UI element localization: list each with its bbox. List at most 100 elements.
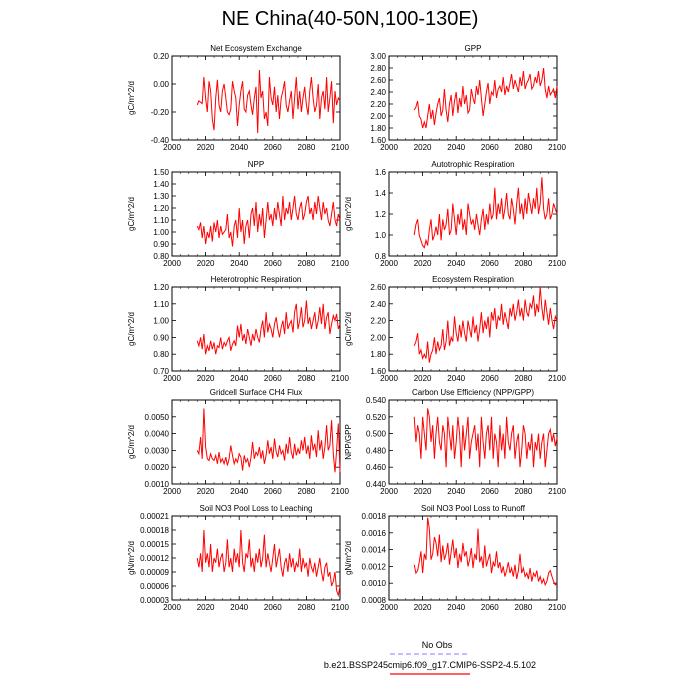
y-tick-label: 0.480 (366, 446, 387, 455)
y-tick-label: 0.00006 (140, 582, 169, 591)
plot-frame (171, 399, 341, 485)
x-tick-label: 2000 (163, 374, 181, 383)
x-tick-label: 2000 (163, 143, 181, 152)
series-line (413, 177, 558, 249)
x-tick-label: 2060 (481, 259, 499, 268)
x-tick-label: 2100 (331, 374, 349, 383)
y-tick-label: 0.0010 (362, 579, 387, 588)
y-axis-label: gN/m^2/d (344, 541, 353, 575)
y-tick-label: 0.0012 (362, 562, 387, 571)
x-tick-label: 2020 (414, 143, 432, 152)
x-tick-label: 2000 (380, 143, 398, 152)
x-tick-label: 2040 (230, 603, 248, 612)
x-tick-label: 2000 (163, 603, 181, 612)
y-tick-label: 0.00015 (140, 540, 169, 549)
y-tick-label: 0.540 (366, 396, 387, 405)
y-tick-label: 2.40 (370, 300, 386, 309)
y-tick-label: 0.0040 (145, 430, 170, 439)
y-tick-label: 2.60 (370, 283, 386, 292)
y-tick-label: 2.00 (370, 112, 386, 121)
y-tick-label: 0.0016 (362, 529, 387, 538)
y-tick-label: 1.0 (375, 231, 387, 240)
y-tick-label: 1.00 (153, 228, 169, 237)
panel-title: Heterotrophic Respiration (211, 275, 302, 284)
y-tick-label: 3.00 (370, 52, 386, 61)
y-tick-label: 1.50 (153, 168, 169, 177)
panel-title: Ecosystem Respiration (432, 275, 514, 284)
x-tick-label: 2040 (230, 143, 248, 152)
x-tick-label: 2000 (163, 259, 181, 268)
panel-title: NPP (248, 160, 264, 169)
legend-label-model: b.e21.BSSP245cmip6.f09_g17.CMIP6-SSP2-4.… (324, 660, 536, 670)
x-tick-label: 2080 (298, 259, 316, 268)
x-tick-label: 2020 (197, 603, 215, 612)
panel-title: Soil NO3 Pool Loss to Leaching (200, 504, 313, 513)
series-line (196, 300, 341, 355)
figure-title: NE China(40-50N,100-130E) (221, 8, 479, 30)
y-axis-label: gC/m^2/d (344, 197, 353, 231)
series-line (413, 67, 558, 129)
y-tick-label: 0.0010 (145, 480, 170, 489)
x-tick-label: 2060 (264, 259, 282, 268)
y-axis-label: gC/m^2/d (127, 197, 136, 231)
y-axis-label: gC/m^2/d (127, 425, 136, 459)
y-tick-label: 0.500 (366, 430, 387, 439)
y-tick-label: 1.80 (370, 124, 386, 133)
x-tick-label: 2080 (515, 259, 533, 268)
x-tick-label: 2100 (548, 603, 566, 612)
y-tick-label: 1.40 (153, 180, 169, 189)
y-tick-label: 2.40 (370, 88, 386, 97)
x-tick-label: 2040 (447, 487, 465, 496)
x-tick-label: 2020 (197, 487, 215, 496)
y-axis-label: NPP/GPP (344, 424, 353, 460)
y-tick-label: 0.0008 (362, 596, 387, 605)
x-tick-label: 2020 (414, 603, 432, 612)
y-tick-label: 1.00 (153, 317, 169, 326)
x-tick-label: 2100 (548, 143, 566, 152)
y-tick-label: 0.00009 (140, 568, 169, 577)
y-tick-label: 1.10 (153, 300, 169, 309)
y-tick-label: 2.60 (370, 76, 386, 85)
panel-title: Gridcell Surface CH4 Flux (210, 388, 302, 397)
x-tick-label: 2100 (331, 259, 349, 268)
x-tick-label: 2060 (264, 603, 282, 612)
y-tick-label: 0.0030 (145, 446, 170, 455)
x-tick-label: 2000 (163, 487, 181, 496)
x-tick-label: 2020 (414, 487, 432, 496)
x-tick-label: 2060 (264, 487, 282, 496)
x-tick-label: 2100 (548, 487, 566, 496)
series-line (196, 408, 341, 473)
y-tick-label: 0.8 (375, 252, 387, 261)
y-tick-label: 0.0020 (145, 463, 170, 472)
series-line (413, 286, 558, 363)
y-tick-label: 0.90 (153, 333, 169, 342)
x-tick-label: 2040 (447, 374, 465, 383)
plot-frame (388, 286, 558, 372)
y-tick-label: 0.80 (153, 350, 169, 359)
y-tick-label: 0.00018 (140, 526, 169, 535)
x-tick-label: 2100 (331, 603, 349, 612)
x-tick-label: 2040 (447, 603, 465, 612)
x-tick-label: 2060 (264, 374, 282, 383)
y-tick-label: 1.20 (153, 204, 169, 213)
y-tick-label: 2.20 (370, 317, 386, 326)
y-tick-label: 1.60 (370, 367, 386, 376)
x-tick-label: 2100 (548, 259, 566, 268)
y-tick-label: 0.460 (366, 463, 387, 472)
y-tick-label: 0.0050 (145, 413, 170, 422)
x-tick-label: 2100 (548, 374, 566, 383)
x-tick-label: 2020 (197, 374, 215, 383)
y-tick-label: 0.00012 (140, 554, 169, 563)
x-tick-label: 2080 (515, 374, 533, 383)
x-tick-label: 2040 (447, 143, 465, 152)
series-line (196, 195, 341, 247)
y-tick-label: 0.20 (153, 52, 169, 61)
y-tick-label: 2.80 (370, 64, 386, 73)
x-tick-label: 2040 (230, 259, 248, 268)
x-tick-label: 2040 (447, 259, 465, 268)
x-tick-label: 2000 (380, 374, 398, 383)
x-tick-label: 2060 (481, 487, 499, 496)
x-tick-label: 2020 (414, 259, 432, 268)
x-tick-label: 2100 (331, 143, 349, 152)
series-line (413, 408, 558, 468)
